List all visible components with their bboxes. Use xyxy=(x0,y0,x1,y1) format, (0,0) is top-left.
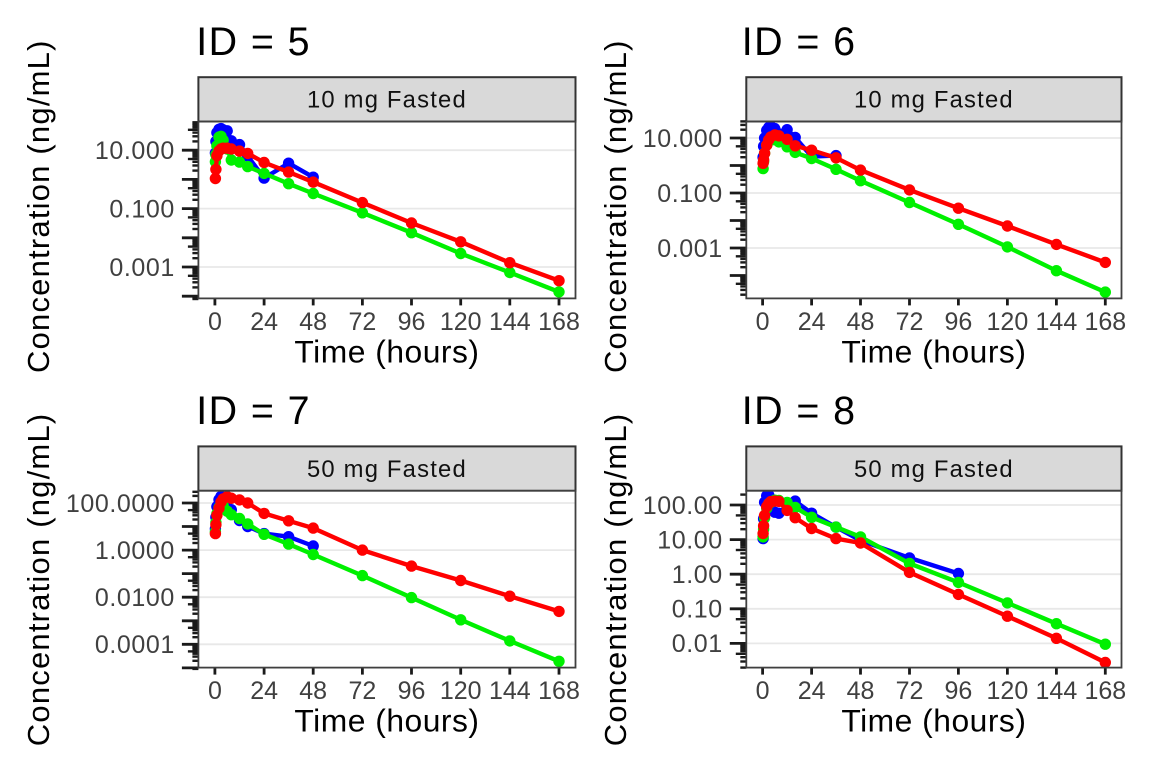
svg-text:168: 168 xyxy=(538,677,580,705)
svg-text:144: 144 xyxy=(489,308,531,336)
svg-text:0: 0 xyxy=(756,677,770,705)
svg-text:72: 72 xyxy=(896,677,924,705)
svg-text:0.0001: 0.0001 xyxy=(95,631,175,659)
svg-text:ID = 5: ID = 5 xyxy=(196,20,311,64)
svg-text:24: 24 xyxy=(250,308,278,336)
svg-text:144: 144 xyxy=(1036,308,1078,336)
svg-text:10.000: 10.000 xyxy=(95,137,175,165)
svg-text:10 mg Fasted: 10 mg Fasted xyxy=(854,87,1014,114)
svg-text:168: 168 xyxy=(1084,677,1126,705)
svg-text:96: 96 xyxy=(944,308,972,336)
svg-text:168: 168 xyxy=(538,308,580,336)
svg-text:96: 96 xyxy=(944,677,972,705)
svg-text:168: 168 xyxy=(1084,308,1126,336)
svg-text:144: 144 xyxy=(489,677,531,705)
svg-text:96: 96 xyxy=(398,677,426,705)
svg-text:ID = 6: ID = 6 xyxy=(742,20,857,64)
svg-text:0: 0 xyxy=(208,308,222,336)
svg-text:48: 48 xyxy=(299,308,327,336)
svg-text:Time (hours): Time (hours) xyxy=(294,334,479,370)
svg-text:Concentration (ng/mL): Concentration (ng/mL) xyxy=(21,413,56,747)
svg-text:ID = 8: ID = 8 xyxy=(742,389,857,433)
svg-text:Concentration (ng/mL): Concentration (ng/mL) xyxy=(21,39,56,373)
svg-text:72: 72 xyxy=(348,677,376,705)
svg-text:24: 24 xyxy=(798,308,826,336)
svg-text:100.00: 100.00 xyxy=(643,492,723,520)
svg-text:10.00: 10.00 xyxy=(657,526,723,554)
svg-text:0.100: 0.100 xyxy=(109,195,175,223)
svg-text:0.10: 0.10 xyxy=(672,596,723,624)
svg-text:Concentration (ng/mL): Concentration (ng/mL) xyxy=(598,413,633,747)
svg-text:Time (hours): Time (hours) xyxy=(841,703,1026,739)
svg-text:72: 72 xyxy=(896,308,924,336)
svg-text:Time (hours): Time (hours) xyxy=(841,334,1026,370)
svg-text:0.001: 0.001 xyxy=(657,235,723,263)
svg-text:72: 72 xyxy=(348,308,376,336)
svg-text:0.100: 0.100 xyxy=(657,180,723,208)
svg-text:Time (hours): Time (hours) xyxy=(294,703,479,739)
svg-text:50 mg Fasted: 50 mg Fasted xyxy=(307,456,467,483)
svg-text:120: 120 xyxy=(987,308,1029,336)
svg-text:48: 48 xyxy=(847,677,875,705)
svg-text:10.000: 10.000 xyxy=(643,125,723,153)
svg-text:50 mg Fasted: 50 mg Fasted xyxy=(854,456,1014,483)
svg-text:0.001: 0.001 xyxy=(109,254,175,282)
svg-text:96: 96 xyxy=(398,308,426,336)
svg-text:1.0000: 1.0000 xyxy=(95,537,175,565)
svg-text:100.0000: 100.0000 xyxy=(66,490,175,518)
svg-text:0.01: 0.01 xyxy=(672,630,723,658)
svg-text:48: 48 xyxy=(299,677,327,705)
svg-text:0: 0 xyxy=(208,677,222,705)
svg-text:ID = 7: ID = 7 xyxy=(196,389,311,433)
svg-text:120: 120 xyxy=(987,677,1029,705)
svg-text:0: 0 xyxy=(756,308,770,336)
svg-text:0.0100: 0.0100 xyxy=(95,584,175,612)
svg-text:144: 144 xyxy=(1036,677,1078,705)
svg-text:1.00: 1.00 xyxy=(672,561,723,589)
svg-text:24: 24 xyxy=(798,677,826,705)
svg-text:120: 120 xyxy=(440,308,482,336)
svg-text:48: 48 xyxy=(847,308,875,336)
svg-text:10 mg Fasted: 10 mg Fasted xyxy=(307,87,467,114)
svg-text:120: 120 xyxy=(440,677,482,705)
svg-text:24: 24 xyxy=(250,677,278,705)
svg-text:Concentration (ng/mL): Concentration (ng/mL) xyxy=(598,39,633,373)
